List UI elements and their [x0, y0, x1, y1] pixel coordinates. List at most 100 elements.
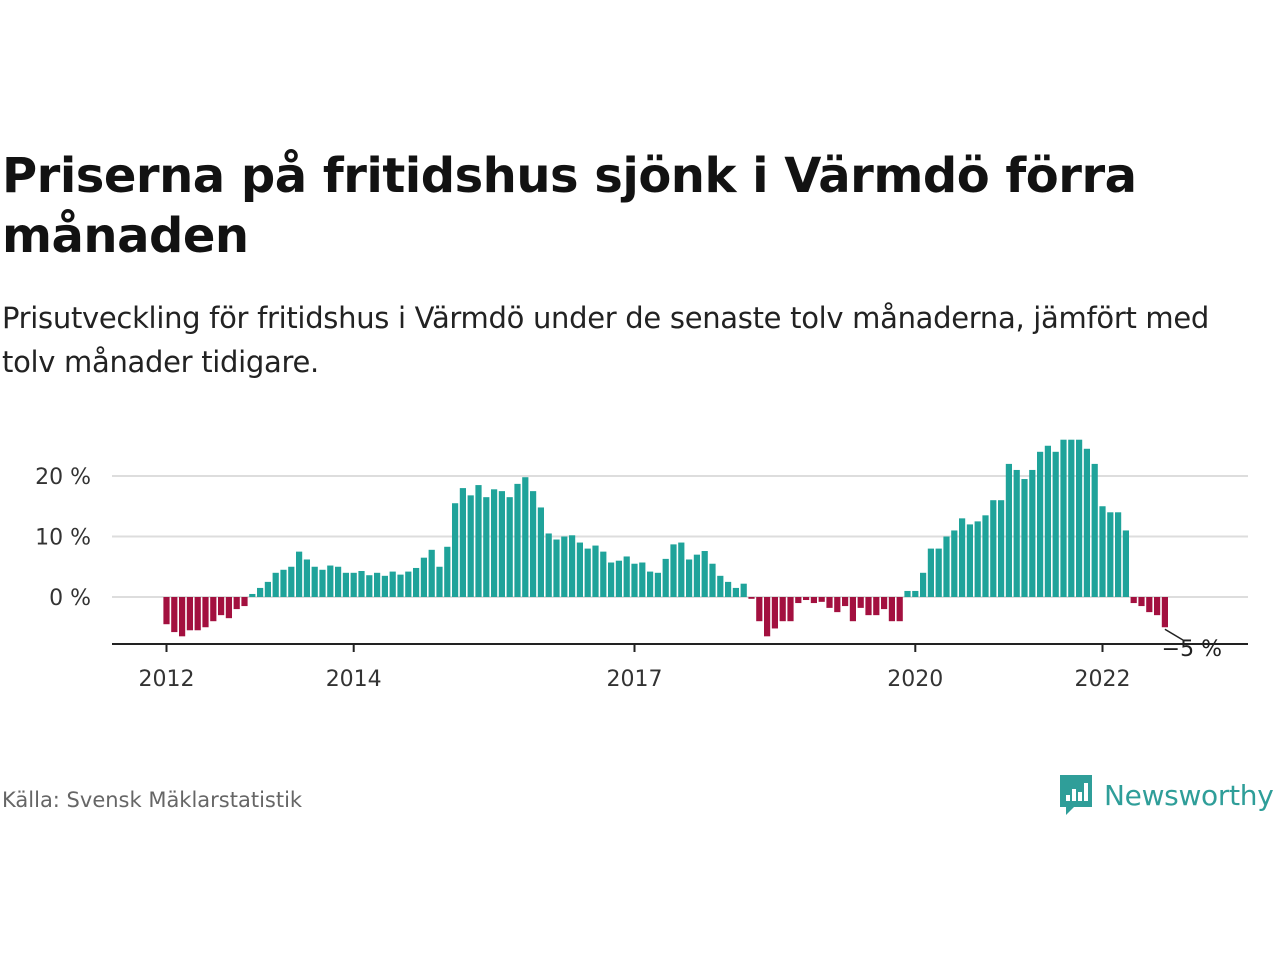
bar [389, 571, 396, 597]
bar [966, 524, 973, 597]
bar [264, 581, 271, 598]
x-tick-label: 2014 [326, 667, 382, 692]
bar [1005, 463, 1012, 597]
bar [725, 581, 732, 598]
y-axis-tick-labels: 0 % 10 % 20 % [35, 465, 91, 611]
bar [498, 491, 505, 598]
bar [584, 548, 591, 597]
bar [163, 597, 170, 625]
bar [701, 551, 708, 597]
bar [553, 539, 560, 598]
bar [1060, 439, 1067, 597]
x-axis: 2012 2014 2017 2020 2022 [112, 643, 1248, 692]
bar [615, 560, 622, 597]
bar [233, 597, 240, 610]
brand-name: Newsworthy [1104, 778, 1274, 812]
bar [600, 551, 607, 598]
bar [849, 597, 856, 622]
bar [1029, 469, 1036, 597]
bar [888, 597, 895, 622]
bar [210, 597, 217, 622]
bar [943, 536, 950, 597]
bar [225, 597, 232, 619]
bar [717, 575, 724, 597]
bar [280, 569, 287, 597]
bar [296, 551, 303, 598]
bar [920, 572, 927, 597]
bar [990, 500, 997, 597]
newsworthy-logo[interactable]: Newsworthy [1058, 772, 1274, 818]
bar [842, 597, 849, 607]
bar [678, 542, 685, 597]
bar [467, 495, 474, 597]
bar [959, 518, 966, 597]
bar [1021, 479, 1028, 597]
bar [319, 569, 326, 597]
bar [998, 500, 1005, 597]
bar [288, 566, 295, 597]
bar [1052, 451, 1059, 597]
y-tick-label: 20 % [35, 465, 91, 490]
bar [647, 571, 654, 597]
bar [569, 535, 576, 597]
bar [1044, 445, 1051, 597]
bar [803, 597, 810, 601]
bar [771, 597, 778, 629]
bar [631, 563, 638, 597]
bar [413, 567, 420, 597]
bar [483, 497, 490, 597]
chart-title: Priserna på fritidshus sjönk i Värmdö fö… [2, 148, 1137, 264]
bars [163, 439, 1168, 637]
bar [358, 570, 365, 597]
bar [982, 515, 989, 597]
bar [974, 521, 981, 598]
bar [342, 572, 349, 597]
bar [1107, 512, 1114, 597]
annotation-leader-line [1164, 628, 1184, 641]
bar [639, 562, 646, 597]
bar [491, 489, 498, 597]
x-tick-label: 2020 [887, 667, 943, 692]
bar [881, 597, 888, 610]
bar [935, 548, 942, 597]
bar [1037, 451, 1044, 597]
chart-subtitle: Prisutveckling för fritidshus i Värmdö u… [2, 301, 1210, 379]
bar [904, 590, 911, 597]
bar [381, 575, 388, 597]
last-value-label: −5 % [1162, 637, 1222, 662]
bar [576, 542, 583, 597]
bar [327, 565, 334, 597]
bar [374, 572, 381, 597]
bar [834, 597, 841, 613]
bar [303, 559, 310, 597]
bar [857, 597, 864, 608]
last-value-annotation: −5 % [1162, 628, 1222, 662]
bar [826, 597, 833, 608]
bar [787, 597, 794, 622]
bar [1013, 469, 1020, 597]
bar [397, 574, 404, 598]
bar [436, 566, 443, 597]
bar [1076, 439, 1083, 597]
bar [218, 597, 225, 616]
bar [1154, 597, 1161, 616]
bar [662, 558, 669, 597]
bar [779, 597, 786, 622]
bar [459, 488, 466, 597]
bar [475, 485, 482, 597]
bar [623, 556, 630, 597]
bar [865, 597, 872, 616]
bar [506, 497, 513, 597]
bar [241, 597, 248, 607]
bar [179, 597, 186, 637]
bar [272, 572, 279, 597]
bar [257, 587, 264, 597]
bar [335, 566, 342, 597]
bar [795, 597, 802, 604]
y-tick-label: 0 % [49, 586, 91, 611]
bar [202, 597, 209, 628]
bar [951, 530, 958, 597]
bar [249, 593, 256, 597]
bar [608, 562, 615, 597]
bar [912, 590, 919, 597]
